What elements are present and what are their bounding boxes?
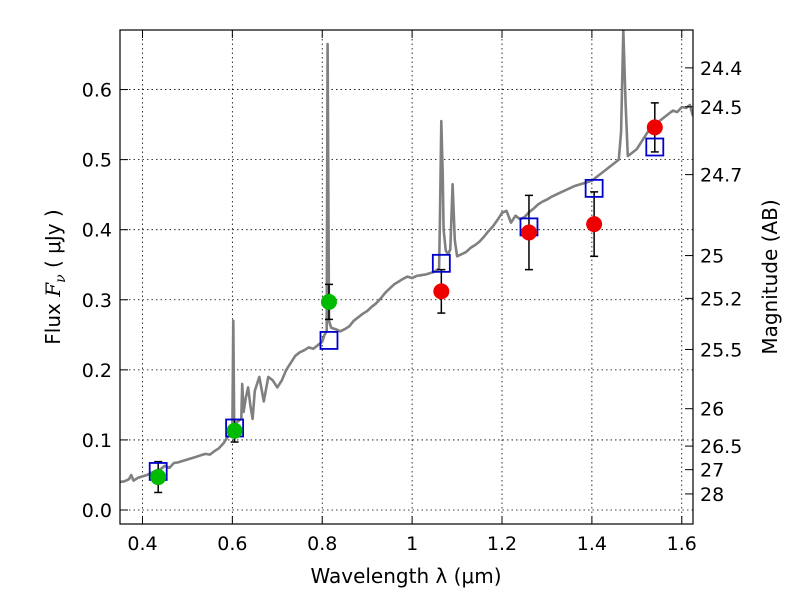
x-tick-label: 1.4	[577, 533, 607, 555]
observed-point	[520, 224, 537, 241]
y-axis: 0.0 0.1 0.2 0.3 0.4 0.5 0.6	[82, 80, 128, 522]
y2-tick-label: 25.2	[700, 288, 742, 310]
y-tick-label: 0.5	[82, 150, 112, 172]
y-axis-title-variable: F	[41, 282, 65, 298]
y-axis-title: Flux Fν ( μJy )	[41, 209, 69, 344]
y2-tick-label: 24.4	[700, 58, 742, 80]
y2-tick-label: 26	[700, 399, 724, 421]
y2-tick-label: 24.5	[700, 97, 742, 119]
model-point	[645, 137, 665, 157]
y-tick-label: 0.6	[82, 80, 112, 102]
observed-photometry-layer	[150, 119, 663, 486]
observed-point	[226, 422, 243, 439]
y-axis-title-suffix: ( μJy )	[41, 209, 65, 274]
y-axis-title-prefix: Flux	[41, 297, 65, 345]
grid	[120, 30, 693, 524]
x-tick-label: 0.4	[127, 533, 157, 555]
y2-tick-label: 27	[700, 460, 724, 482]
model-point	[584, 178, 604, 198]
y-tick-label: 0.4	[82, 220, 112, 242]
observed-point	[320, 293, 337, 310]
y2-tick-label: 25.5	[700, 339, 742, 361]
x-tick-label: 0.8	[307, 533, 337, 555]
observed-point	[150, 469, 167, 486]
plot-frame	[119, 29, 694, 525]
x-axis-title: Wavelength λ (μm)	[310, 564, 501, 588]
x-tick-label: 1	[406, 533, 418, 555]
observed-point	[433, 283, 450, 300]
y2-tick-label: 24.7	[700, 165, 742, 187]
spectrum-line	[120, 30, 693, 484]
y-tick-label: 0.1	[82, 430, 112, 452]
y-tick-label: 0.0	[82, 500, 112, 522]
observed-point	[586, 216, 603, 233]
model-point	[431, 253, 451, 273]
y2-axis-title: Magnitude (AB)	[758, 199, 782, 354]
x-tick-label: 0.6	[217, 533, 247, 555]
x-tick-label: 1.2	[487, 533, 517, 555]
model-photometry-layer	[148, 137, 665, 481]
observed-point	[646, 119, 663, 136]
spectrum-layer	[120, 30, 693, 484]
y-axis-title-subscript: ν	[53, 274, 69, 283]
y2-tick-label: 26.5	[700, 436, 742, 458]
y-tick-label: 0.2	[82, 360, 112, 382]
y-tick-label: 0.3	[82, 290, 112, 312]
x-axis: 0.4 0.6 0.8 1 1.2 1.4 1.6	[127, 30, 697, 555]
y2-tick-label: 25	[700, 246, 724, 268]
y2-tick-label: 28	[700, 484, 724, 506]
model-point	[319, 331, 339, 350]
x-tick-label: 1.6	[667, 533, 697, 555]
